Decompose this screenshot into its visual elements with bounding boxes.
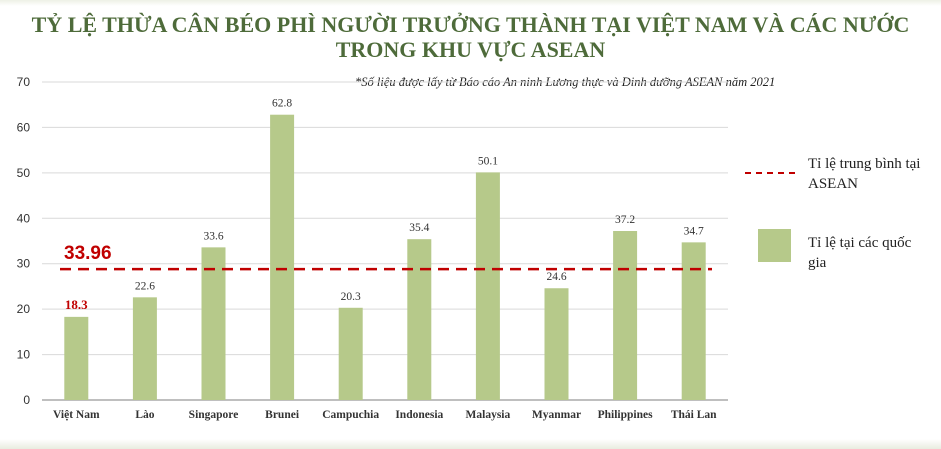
data-label: 33.6	[203, 230, 223, 242]
x-tick-label: Philippines	[598, 409, 653, 421]
legend-bar-label: Tỉ lệ tại các quốc gia	[808, 235, 912, 271]
y-tick-label: 0	[23, 393, 30, 407]
chart-title-line1: TỶ LỆ THỪA CÂN BÉO PHÌ NGƯỜI TRƯỞNG THÀN…	[31, 12, 910, 37]
legend-average-label: Tỉ lệ trung bình tại ASEAN	[808, 156, 921, 192]
x-tick-label: Indonesia	[395, 409, 443, 421]
y-tick-label: 40	[17, 211, 31, 225]
data-label: 24.6	[546, 271, 566, 283]
x-tick-label: Singapore	[189, 409, 239, 421]
data-label: 22.6	[135, 280, 155, 292]
y-tick-label: 10	[17, 348, 31, 362]
bar	[64, 316, 89, 400]
data-label: 34.7	[684, 225, 704, 237]
bar	[201, 247, 226, 400]
x-tick-label: Việt Nam	[53, 409, 100, 421]
legend-bar-swatch	[758, 229, 791, 262]
chart-title: TỶ LỆ THỪA CÂN BÉO PHÌ NGƯỜI TRƯỞNG THÀN…	[0, 12, 941, 62]
data-label: 35.4	[409, 222, 429, 234]
chart-title-line2: TRONG KHU VỰC ASEAN	[335, 37, 606, 62]
top-border	[0, 0, 941, 6]
data-label: 62.8	[272, 98, 292, 110]
bar	[544, 288, 569, 400]
bar	[132, 297, 157, 400]
y-tick-label: 30	[17, 257, 31, 271]
bar	[475, 172, 500, 400]
bottom-border	[0, 439, 941, 449]
x-tick-label: Thái Lan	[671, 409, 717, 421]
data-label: 50.1	[478, 155, 498, 167]
y-tick-label: 50	[17, 166, 31, 180]
bar	[613, 231, 638, 400]
data-label: 37.2	[615, 214, 635, 226]
data-label: 18.3	[65, 297, 88, 312]
legend-average-line-swatch	[745, 172, 795, 174]
y-tick-label: 60	[17, 120, 31, 134]
x-tick-label: Campuchia	[322, 409, 379, 421]
x-tick-label: Malaysia	[466, 409, 511, 421]
data-label: 20.3	[341, 291, 361, 303]
bar	[338, 307, 363, 400]
y-tick-label: 70	[17, 75, 31, 89]
average-value-label: 33.96	[64, 243, 112, 264]
bar	[407, 239, 432, 400]
y-tick-label: 20	[17, 302, 31, 316]
x-tick-label: Lào	[135, 409, 154, 421]
bar	[270, 114, 295, 401]
x-tick-label: Brunei	[265, 409, 300, 421]
bar	[681, 242, 706, 400]
x-tick-label: Myanmar	[532, 409, 581, 421]
